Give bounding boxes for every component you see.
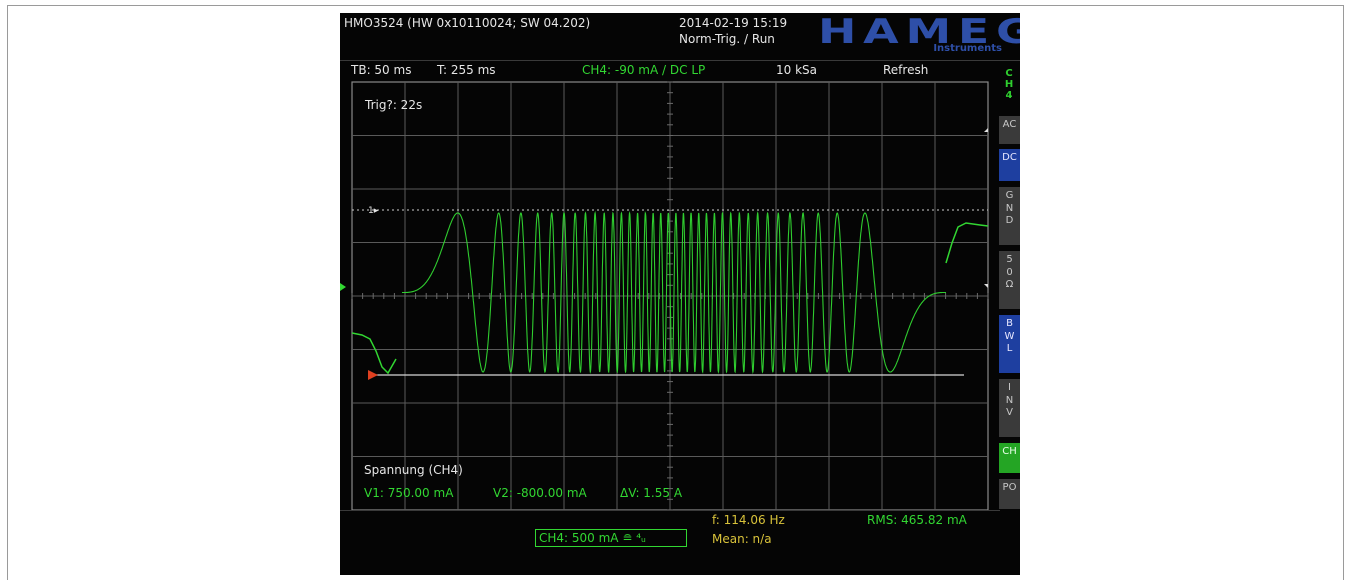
sidebar-button-po[interactable]: PO (999, 479, 1020, 509)
grid-lines (340, 81, 989, 511)
rms-readout: RMS: 465.82 mA (867, 513, 967, 527)
header-separator (340, 60, 1020, 61)
waveform-tail (945, 222, 989, 264)
reference-marker-1[interactable]: 1▸ (368, 206, 379, 216)
measurement-title: Spannung (CH4) (364, 463, 463, 477)
timebase-readout[interactable]: TB: 50 ms (351, 63, 412, 77)
trigger-state: Norm-Trig. / Run (679, 32, 775, 46)
trigger-wait-label: Trig?: 22s (365, 98, 423, 112)
waveform-chirp (402, 210, 946, 375)
channel-info-readout[interactable]: CH4: -90 mA / DC LP (582, 63, 706, 77)
ch4-scale-badge[interactable]: CH4: 500 mA ≘ ⁴ᵤ (535, 529, 687, 547)
sidebar-button-ac[interactable]: AC (999, 116, 1020, 144)
cursor-v1-value: V1: 750.00 mA (364, 486, 454, 500)
waveform-lead-in (351, 332, 397, 375)
cursor-delta-value: ΔV: 1.55 A (620, 486, 683, 500)
graticule (340, 81, 989, 511)
sidebar-button-dc[interactable]: DC (999, 149, 1020, 181)
page-frame (7, 5, 1344, 580)
mean-readout: Mean: n/a (712, 532, 772, 546)
frequency-readout: f: 114.06 Hz (712, 513, 785, 527)
time-position-readout[interactable]: T: 255 ms (437, 63, 496, 77)
trigger-level-marker (368, 370, 378, 380)
cursor-v2-value: V2: -800.00 mA (493, 486, 587, 500)
datetime: 2014-02-19 15:19 (679, 16, 788, 30)
offset-arrow-mid (984, 284, 988, 288)
acquisition-mode: Refresh (883, 63, 929, 77)
sidebar-button-ch[interactable]: CH (999, 443, 1020, 473)
device-model-info: HMO3524 (HW 0x10110024; SW 04.202) (344, 16, 591, 30)
bottom-separator (340, 510, 1000, 511)
offset-arrow-top (984, 128, 988, 132)
oscilloscope-screen: HMO3524 (HW 0x10110024; SW 04.202) 2014-… (340, 13, 1020, 575)
sample-rate-readout: 10 kSa (776, 63, 818, 77)
hameg-logo: HAMEG Instruments (818, 13, 1020, 54)
waveform-trace (351, 210, 989, 375)
ground-marker (340, 283, 346, 291)
